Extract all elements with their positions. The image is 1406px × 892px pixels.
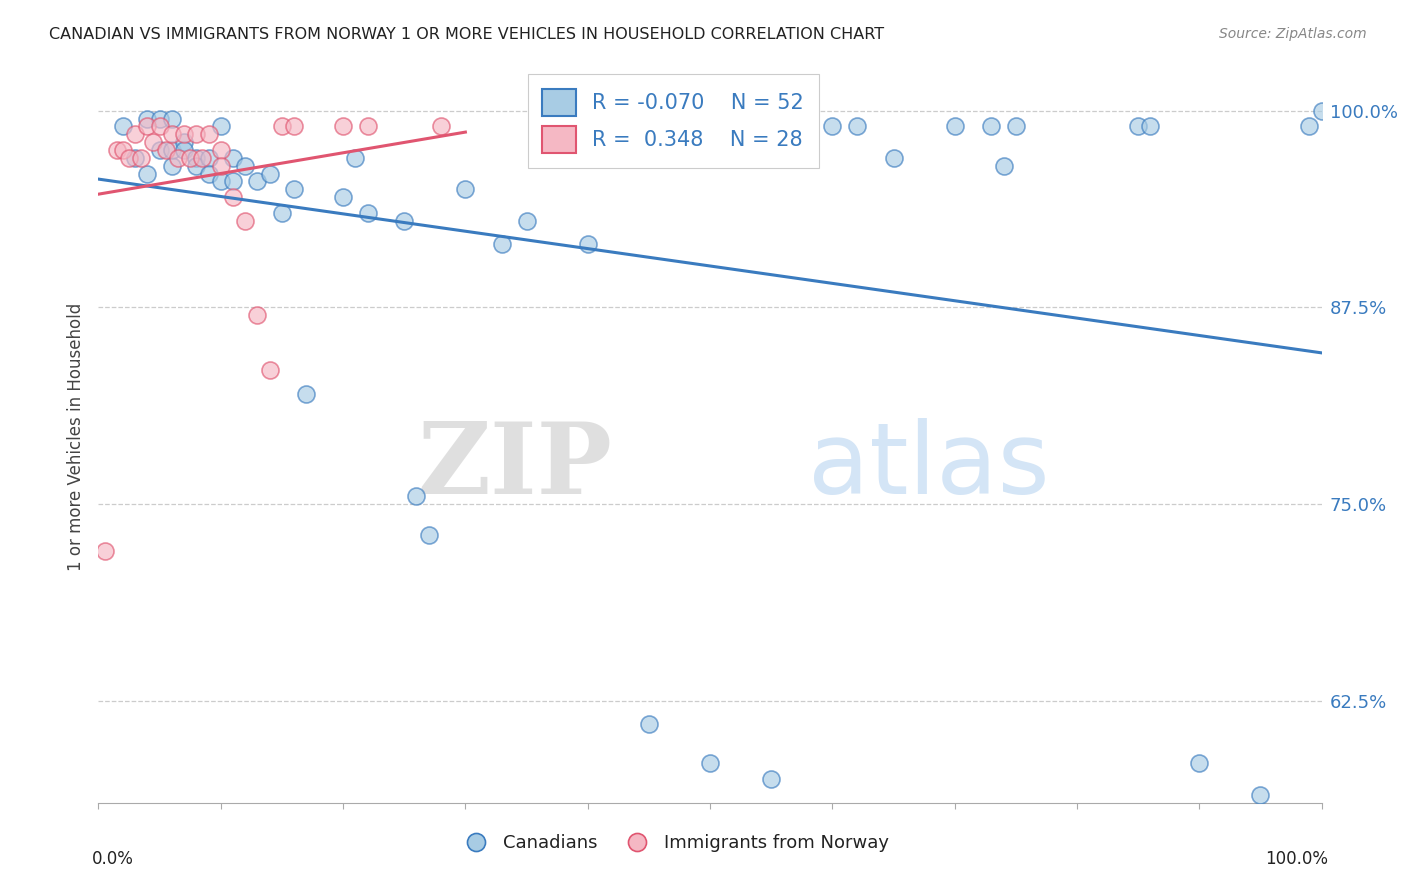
Point [149, 112, 172, 126]
Point [259, 363, 281, 377]
Text: Source: ZipAtlas.com: Source: ZipAtlas.com [1219, 27, 1367, 41]
Text: 0.0%: 0.0% [93, 850, 134, 868]
Text: 100.0%: 100.0% [1265, 850, 1327, 868]
Point [1298, 120, 1320, 134]
Point [105, 143, 128, 157]
Point [222, 151, 245, 165]
Point [283, 120, 305, 134]
Point [821, 120, 844, 134]
Point [392, 214, 416, 228]
Point [136, 120, 159, 134]
Point [1139, 120, 1161, 134]
Point [405, 489, 427, 503]
Point [173, 143, 195, 157]
Point [209, 174, 232, 188]
Point [993, 159, 1015, 173]
Point [209, 120, 232, 134]
Point [173, 135, 195, 149]
Point [197, 151, 219, 165]
Point [111, 143, 134, 157]
Point [761, 772, 783, 787]
Point [600, 120, 623, 134]
Point [149, 143, 172, 157]
Text: atlas: atlas [808, 417, 1049, 515]
Point [124, 128, 146, 142]
Point [118, 151, 141, 165]
Text: ZIP: ZIP [418, 417, 612, 515]
Point [209, 143, 232, 157]
Point [222, 174, 245, 188]
Point [129, 151, 152, 165]
Point [233, 214, 256, 228]
Point [1310, 103, 1333, 118]
Point [149, 120, 172, 134]
Point [259, 167, 281, 181]
Point [1249, 788, 1271, 802]
Point [1004, 120, 1026, 134]
Point [191, 151, 214, 165]
Point [160, 143, 183, 157]
Point [93, 544, 115, 558]
Point [1128, 120, 1150, 134]
Point [246, 308, 269, 322]
Point [160, 112, 183, 126]
Point [160, 128, 183, 142]
Point [491, 237, 513, 252]
Point [356, 206, 378, 220]
Point [186, 159, 208, 173]
Point [883, 151, 905, 165]
Point [124, 151, 146, 165]
Point [943, 120, 966, 134]
Point [418, 528, 440, 542]
Point [155, 143, 177, 157]
Point [637, 717, 661, 731]
Point [1188, 756, 1211, 771]
Point [197, 167, 219, 181]
Point [980, 120, 1002, 134]
Point [111, 120, 134, 134]
Point [209, 159, 232, 173]
Point [186, 151, 208, 165]
Point [179, 151, 201, 165]
Point [160, 159, 183, 173]
Point [356, 120, 378, 134]
Point [515, 214, 537, 228]
Point [699, 756, 721, 771]
Point [283, 182, 305, 196]
Point [233, 159, 256, 173]
Point [136, 167, 159, 181]
Point [270, 206, 294, 220]
Point [576, 237, 599, 252]
Point [246, 174, 269, 188]
Point [295, 387, 318, 401]
Point [136, 112, 159, 126]
Point [332, 120, 354, 134]
Point [430, 120, 453, 134]
Legend: Canadians, Immigrants from Norway: Canadians, Immigrants from Norway [450, 827, 896, 860]
Point [167, 151, 190, 165]
Point [142, 135, 165, 149]
Point [197, 128, 219, 142]
Point [270, 120, 294, 134]
Y-axis label: 1 or more Vehicles in Household: 1 or more Vehicles in Household [66, 303, 84, 571]
Point [222, 190, 245, 204]
Point [454, 182, 477, 196]
Point [344, 151, 367, 165]
Point [845, 120, 868, 134]
Point [173, 128, 195, 142]
Point [332, 190, 354, 204]
Point [186, 128, 208, 142]
Text: CANADIAN VS IMMIGRANTS FROM NORWAY 1 OR MORE VEHICLES IN HOUSEHOLD CORRELATION C: CANADIAN VS IMMIGRANTS FROM NORWAY 1 OR … [49, 27, 884, 42]
